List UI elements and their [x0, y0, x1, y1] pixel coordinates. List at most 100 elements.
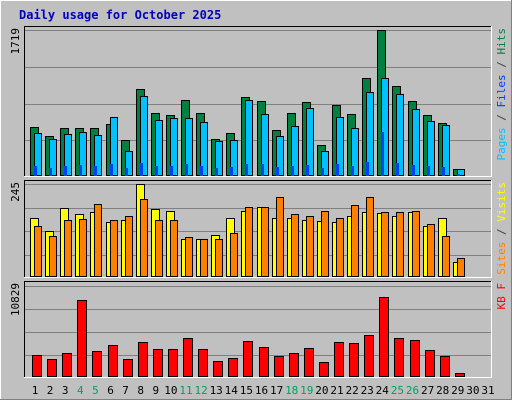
- x-tick-label: 6: [107, 384, 114, 397]
- bar-kb-f: [304, 348, 314, 377]
- bar-sites: [276, 197, 284, 277]
- bar-kb-f: [183, 338, 193, 377]
- bar-files: [396, 94, 404, 176]
- bar-kb-f: [334, 342, 344, 377]
- bar-sites: [170, 220, 178, 277]
- bar-pages: [79, 165, 82, 176]
- y-max-label: 245: [9, 182, 22, 202]
- legend-entry: /: [495, 108, 508, 128]
- bar-files: [125, 151, 133, 176]
- bar-pages: [412, 165, 415, 176]
- bar-pages: [381, 132, 384, 176]
- x-tick-label: 18: [285, 384, 298, 397]
- bar-sites: [155, 220, 163, 277]
- chart-panels: 1719 Pages / Files / Hits 245 Sites / Visit…: [9, 26, 508, 378]
- legend: Sites / Visits: [495, 182, 508, 275]
- x-tick-label: 30: [466, 384, 479, 397]
- bar-files: [170, 118, 178, 176]
- bar-pages: [185, 164, 188, 176]
- series-pages: [34, 132, 460, 176]
- bar-pages: [366, 162, 369, 176]
- x-tick-label: 3: [62, 384, 69, 397]
- legend: Pages / Files / Hits: [495, 28, 508, 161]
- bar-files: [351, 128, 359, 176]
- bar-files: [110, 117, 118, 176]
- bar-sites: [34, 226, 42, 277]
- y-max-label: 10829: [9, 283, 22, 316]
- x-tick-label: 10: [164, 384, 177, 397]
- x-tick-label: 2: [47, 384, 54, 397]
- x-tick-label: 16: [255, 384, 268, 397]
- bar-pages: [336, 164, 339, 176]
- x-tick-label: 24: [376, 384, 390, 397]
- bar-sites: [64, 220, 72, 277]
- bar-kb-f: [425, 350, 435, 377]
- x-tick-label: 14: [225, 384, 239, 397]
- bar-kb-f: [455, 373, 465, 377]
- bar-kb-f: [198, 349, 208, 377]
- bar-pages: [215, 168, 218, 176]
- x-tick-label: 1: [32, 384, 39, 397]
- bar-pages: [170, 166, 173, 176]
- bar-files: [276, 136, 284, 176]
- bar-pages: [34, 166, 37, 176]
- x-tick-label: 29: [451, 384, 464, 397]
- bar-kb-f: [364, 335, 374, 377]
- x-tick-label: 27: [421, 384, 434, 397]
- bar-sites: [412, 211, 420, 277]
- bar-sites: [185, 237, 193, 277]
- bar-kb-f: [138, 342, 148, 377]
- x-tick-label: 28: [436, 384, 449, 397]
- bar-sites: [351, 205, 359, 277]
- bar-kb-f: [394, 338, 404, 377]
- x-tick-label: 5: [92, 384, 99, 397]
- bar-sites: [261, 207, 269, 277]
- bar-kb-f: [77, 300, 87, 377]
- bar-files: [457, 169, 465, 176]
- bar-files: [230, 140, 238, 176]
- bar-pages: [457, 174, 460, 176]
- bar-sites: [366, 197, 374, 277]
- bar-sites: [140, 199, 148, 277]
- bar-sites: [291, 214, 299, 277]
- bar-files: [155, 120, 163, 176]
- bar-pages: [291, 166, 294, 176]
- x-tick-label: 25: [391, 384, 404, 397]
- y-max-label: 1719: [9, 28, 22, 55]
- legend-entry: /: [495, 222, 508, 242]
- x-tick-label: 11: [179, 384, 192, 397]
- bar-sites: [245, 207, 253, 277]
- bar-sites: [442, 236, 450, 277]
- x-tick-label: 26: [406, 384, 419, 397]
- bar-kb-f: [108, 345, 118, 377]
- bar-kb-f: [213, 361, 223, 377]
- bar-files: [336, 117, 344, 176]
- x-axis-day-labels: 1 2 3 4 5 6 7 8 9 10 11 12 13 14 15 16 17 18 19 20 21 22 23 24 2…: [32, 384, 495, 397]
- bar-sites: [215, 239, 223, 277]
- bar-files: [34, 133, 42, 176]
- bar-pages: [110, 164, 113, 176]
- x-tick-label: 20: [315, 384, 328, 397]
- x-tick-label: 4: [77, 384, 84, 397]
- bar-kb-f: [410, 340, 420, 377]
- bar-files: [306, 108, 314, 176]
- bar-kb-f: [168, 349, 178, 377]
- bar-pages: [94, 166, 97, 176]
- legend-entry: Pages: [495, 127, 508, 160]
- bar-files: [200, 122, 208, 176]
- bar-files: [321, 151, 329, 176]
- x-tick-label: 8: [137, 384, 144, 397]
- bar-pages: [49, 168, 52, 176]
- bar-files: [427, 121, 435, 176]
- bar-files: [79, 132, 87, 176]
- x-tick-label: 7: [122, 384, 129, 397]
- x-tick-label: 9: [152, 384, 159, 397]
- bar-kb-f: [47, 359, 57, 377]
- x-tick-label: 12: [194, 384, 207, 397]
- bar-kb-f: [289, 353, 299, 377]
- bar-pages: [306, 165, 309, 176]
- bar-kb-f: [274, 356, 284, 377]
- bar-sites: [79, 219, 87, 277]
- bar-sites: [125, 216, 133, 277]
